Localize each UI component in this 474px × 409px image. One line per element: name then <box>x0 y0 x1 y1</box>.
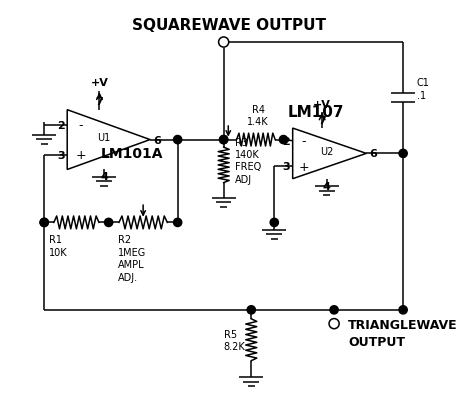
Text: U2: U2 <box>320 146 333 156</box>
Text: 3: 3 <box>283 162 290 172</box>
Circle shape <box>219 136 228 144</box>
Text: 3: 3 <box>57 150 64 160</box>
Text: 6: 6 <box>369 149 377 159</box>
Text: R1
10K: R1 10K <box>49 235 67 257</box>
Text: 6: 6 <box>153 135 161 145</box>
Circle shape <box>247 306 255 314</box>
Text: 2: 2 <box>57 120 64 130</box>
Circle shape <box>270 219 278 227</box>
Text: R2
1MEG
AMPL
ADJ.: R2 1MEG AMPL ADJ. <box>118 235 146 282</box>
Text: -: - <box>79 119 83 132</box>
Circle shape <box>219 136 228 144</box>
Circle shape <box>329 319 339 329</box>
Text: TRIANGLEWAVE
OUTPUT: TRIANGLEWAVE OUTPUT <box>348 318 457 348</box>
Text: -: - <box>301 135 306 148</box>
Text: +V: +V <box>313 100 331 110</box>
Text: SQUAREWAVE OUTPUT: SQUAREWAVE OUTPUT <box>132 18 326 33</box>
Circle shape <box>40 219 48 227</box>
Circle shape <box>279 136 288 144</box>
Text: +: + <box>299 160 309 173</box>
Text: C1
.1: C1 .1 <box>417 78 430 101</box>
Text: 2: 2 <box>282 136 290 146</box>
Circle shape <box>330 306 338 314</box>
Circle shape <box>173 219 182 227</box>
Text: +V: +V <box>91 78 109 88</box>
Circle shape <box>40 219 48 227</box>
Text: 7: 7 <box>96 97 103 107</box>
Text: R5
8.2K: R5 8.2K <box>224 329 246 351</box>
Circle shape <box>399 306 407 314</box>
Text: U1: U1 <box>97 133 110 142</box>
Text: 4: 4 <box>100 172 108 182</box>
Text: R3
140K
FREQ
ADJ: R3 140K FREQ ADJ <box>235 137 261 184</box>
Circle shape <box>219 38 229 48</box>
Text: 7: 7 <box>318 116 326 126</box>
Text: LM107: LM107 <box>287 105 344 120</box>
Text: LM101A: LM101A <box>100 147 163 161</box>
Circle shape <box>104 219 113 227</box>
Text: R4
1.4K: R4 1.4K <box>247 105 269 126</box>
Text: 4: 4 <box>323 181 331 191</box>
Circle shape <box>399 150 407 158</box>
Text: +: + <box>76 148 86 162</box>
Circle shape <box>173 136 182 144</box>
